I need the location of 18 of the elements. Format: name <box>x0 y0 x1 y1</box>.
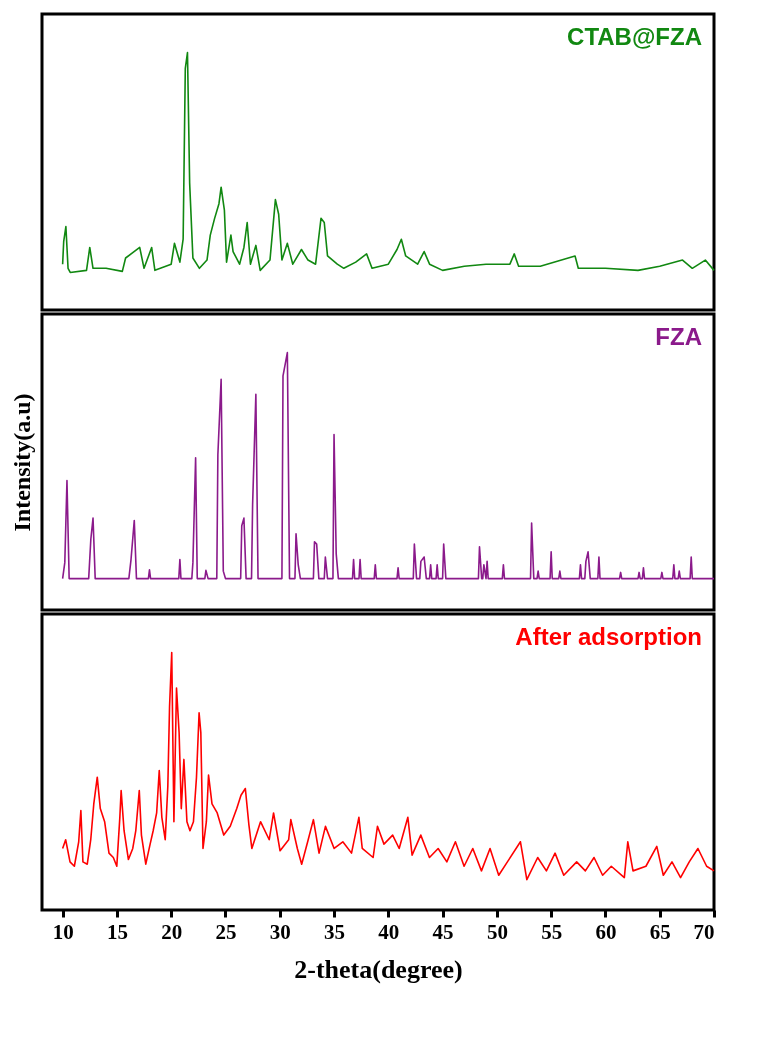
x-tick-label: 55 <box>541 919 563 944</box>
text: After adsorption <box>515 623 702 650</box>
x-tick-label: 70 <box>693 919 715 944</box>
x-axis-title: 2-theta(degree) <box>294 954 463 984</box>
text: CTAB@FZA <box>567 23 702 50</box>
x-tick-label: 30 <box>269 919 291 944</box>
x-tick-label: 45 <box>432 919 454 944</box>
x-tick-label: 50 <box>486 919 508 944</box>
text: FZA <box>655 323 702 350</box>
x-tick-label: 15 <box>106 919 128 944</box>
y-axis-title: Intensity(a.u) <box>8 393 35 532</box>
x-tick-label: 60 <box>595 919 617 944</box>
x-tick-label: 25 <box>215 919 237 944</box>
x-tick-label: 40 <box>378 919 400 944</box>
x-tick-label: 10 <box>52 919 74 944</box>
x-tick-label: 20 <box>161 919 183 944</box>
x-tick-label: 65 <box>649 919 671 944</box>
x-tick-label: 35 <box>324 919 346 944</box>
